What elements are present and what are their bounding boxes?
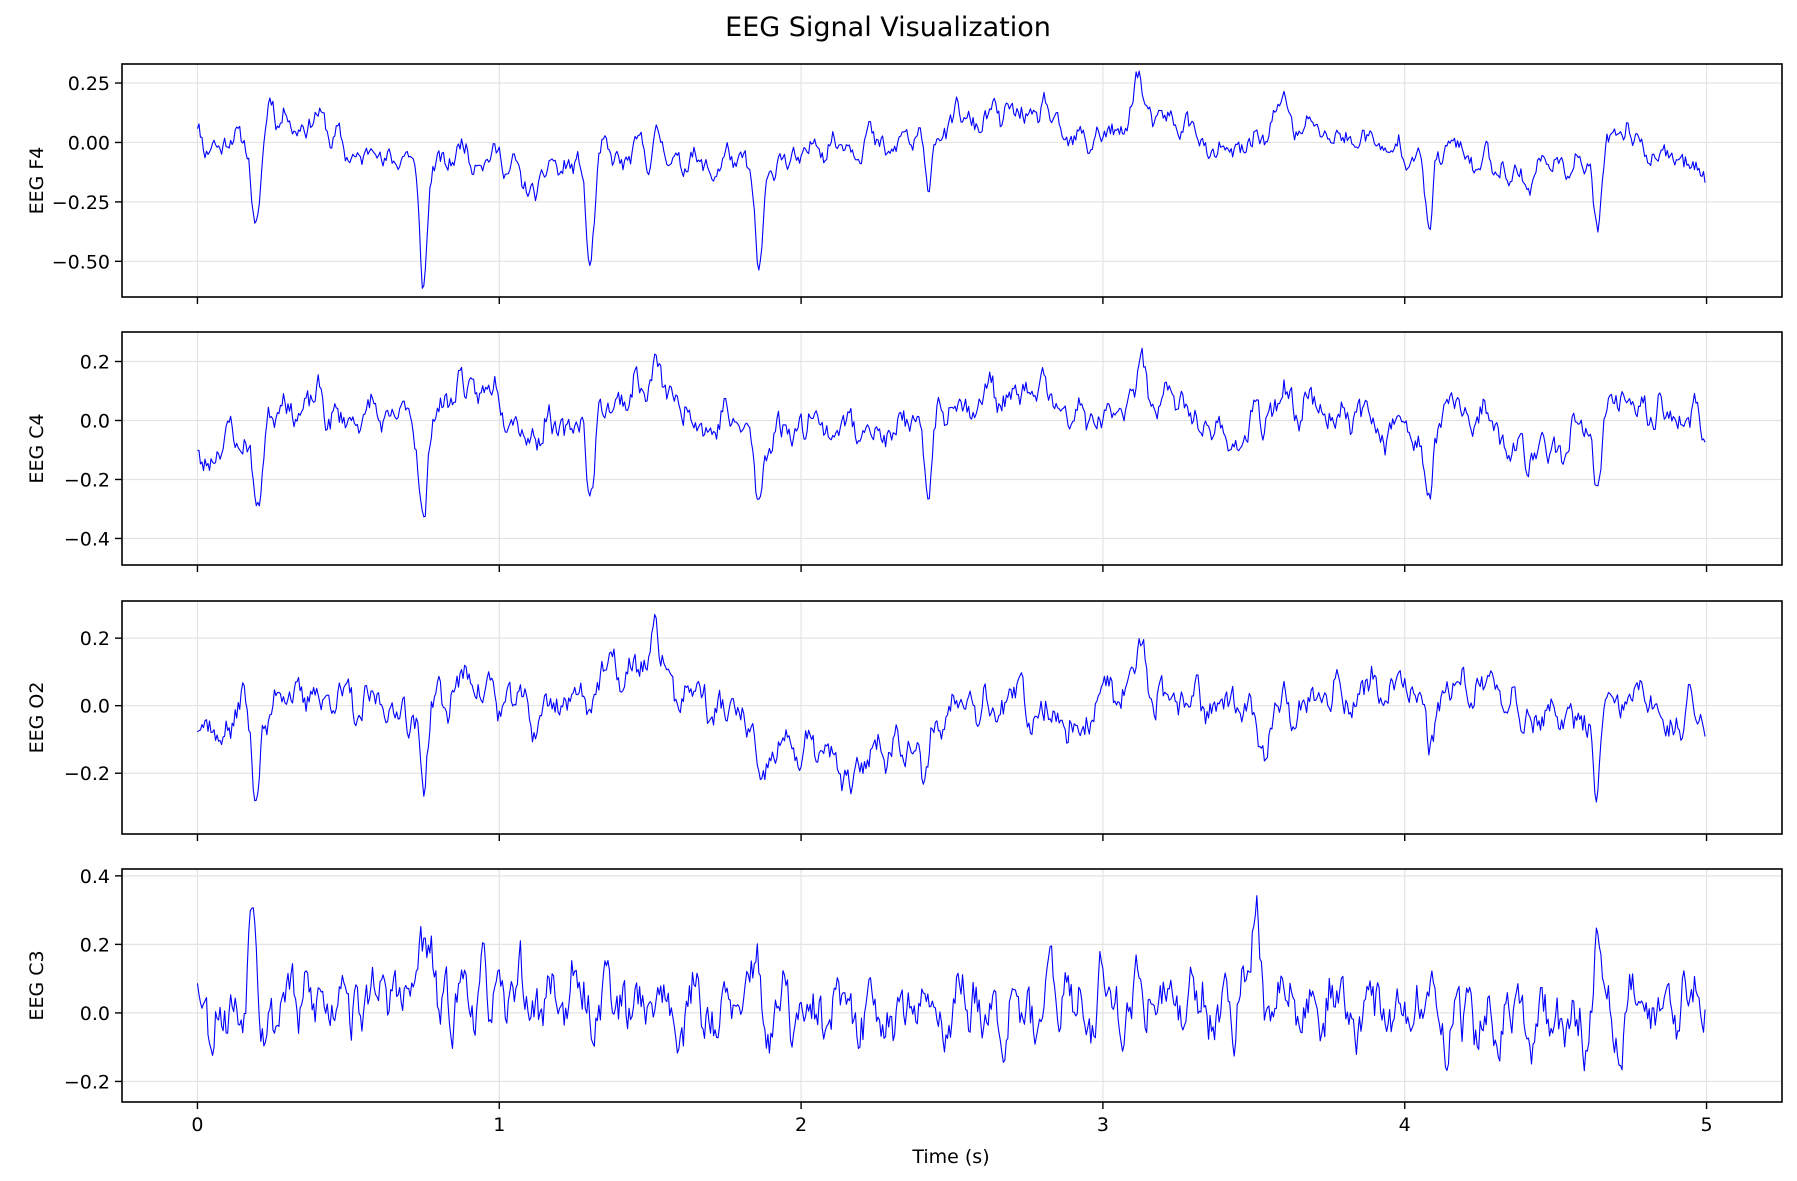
panel-eeg-o2: 0.2 0.0 −0.2 EEG O2	[26, 600, 1783, 841]
y-axis-label: EEG O2	[26, 682, 48, 754]
y-tick-label: 0.2	[80, 934, 110, 956]
axes-frame	[121, 868, 1783, 1103]
chart-title: EEG Signal Visualization	[725, 12, 1051, 43]
panel-eeg-f4: 0.25 0.00 −0.25 −0.50 EEG F4	[26, 63, 1783, 304]
y-tick-label: 0.0	[80, 696, 110, 718]
y-tick-label: −0.50	[52, 251, 110, 273]
y-tick-label: 0.00	[68, 132, 110, 154]
x-tick-label: 1	[493, 1114, 505, 1136]
axes-frame	[121, 331, 1783, 566]
x-tick-label: 2	[795, 1114, 807, 1136]
y-tick-label: −0.2	[64, 763, 110, 785]
x-tick-label: 0	[191, 1114, 203, 1136]
y-tick-label: −0.4	[64, 528, 110, 550]
y-axis-label: EEG F4	[26, 147, 48, 215]
y-tick-label: −0.25	[52, 192, 110, 214]
x-tick-label: 3	[1097, 1114, 1109, 1136]
signal-trace	[196, 70, 1706, 289]
y-tick-label: 0.2	[80, 628, 110, 650]
y-tick-label: 0.2	[80, 351, 110, 373]
signal-trace	[197, 347, 1706, 518]
y-tick-label: −0.2	[64, 1071, 110, 1093]
panel-eeg-c4: 0.2 0.0 −0.2 −0.4 EEG C4	[26, 331, 1783, 572]
x-axis-label: Time (s)	[911, 1146, 989, 1168]
x-tick-label: 4	[1399, 1114, 1411, 1136]
y-tick-label: 0.0	[80, 410, 110, 432]
y-tick-label: 0.25	[68, 73, 110, 95]
y-tick-label: −0.2	[64, 469, 110, 491]
signal-trace	[197, 613, 1706, 803]
x-tick-label: 5	[1700, 1114, 1712, 1136]
axes-frame	[121, 63, 1783, 298]
y-tick-label: 0.0	[80, 1003, 110, 1025]
panel-eeg-c3: 0.4 0.2 0.0 −0.2 0 1 2 3 4 5 EEG C3	[26, 866, 1783, 1136]
y-axis-label: EEG C4	[26, 413, 48, 483]
signal-trace	[196, 895, 1706, 1072]
y-tick-label: 0.4	[80, 866, 110, 888]
axes-frame	[121, 600, 1783, 835]
y-axis-label: EEG C3	[26, 950, 48, 1020]
